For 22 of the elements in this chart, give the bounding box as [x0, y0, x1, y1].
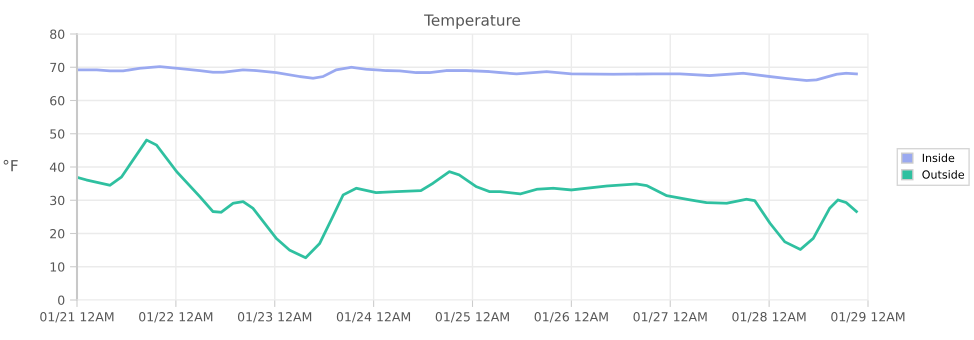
x-tick-label: 01/29 12AM — [831, 312, 904, 322]
x-tick-label: 01/25 12AM — [436, 312, 509, 322]
x-tick-label: 01/21 12AM — [40, 312, 114, 322]
x-tick-label: 01/22 12AM — [139, 312, 212, 322]
y-tick-label: 50 — [50, 129, 64, 139]
y-tick-label: 80 — [50, 29, 64, 39]
y-tick-label: 10 — [50, 262, 64, 272]
y-tick-label: 60 — [50, 96, 64, 106]
x-tick-label: 01/23 12AM — [238, 312, 312, 322]
x-tick-label: 01/28 12AM — [732, 312, 806, 322]
y-tick-label: 20 — [50, 228, 64, 238]
legend-label: Inside — [922, 153, 954, 162]
y-axis-title: °F — [4, 160, 18, 172]
y-tick-label: 40 — [50, 162, 64, 172]
y-tick-label: 70 — [50, 62, 64, 72]
y-tick-label: 30 — [50, 196, 64, 206]
legend-label: Outside — [922, 170, 964, 179]
chart-title: Temperature — [424, 14, 520, 29]
x-tick-label: 01/27 12AM — [633, 312, 707, 322]
x-tick-label: 01/24 12AM — [336, 312, 410, 322]
x-tick-label: 01/26 12AM — [534, 312, 608, 322]
y-tick-label: 0 — [58, 295, 64, 305]
